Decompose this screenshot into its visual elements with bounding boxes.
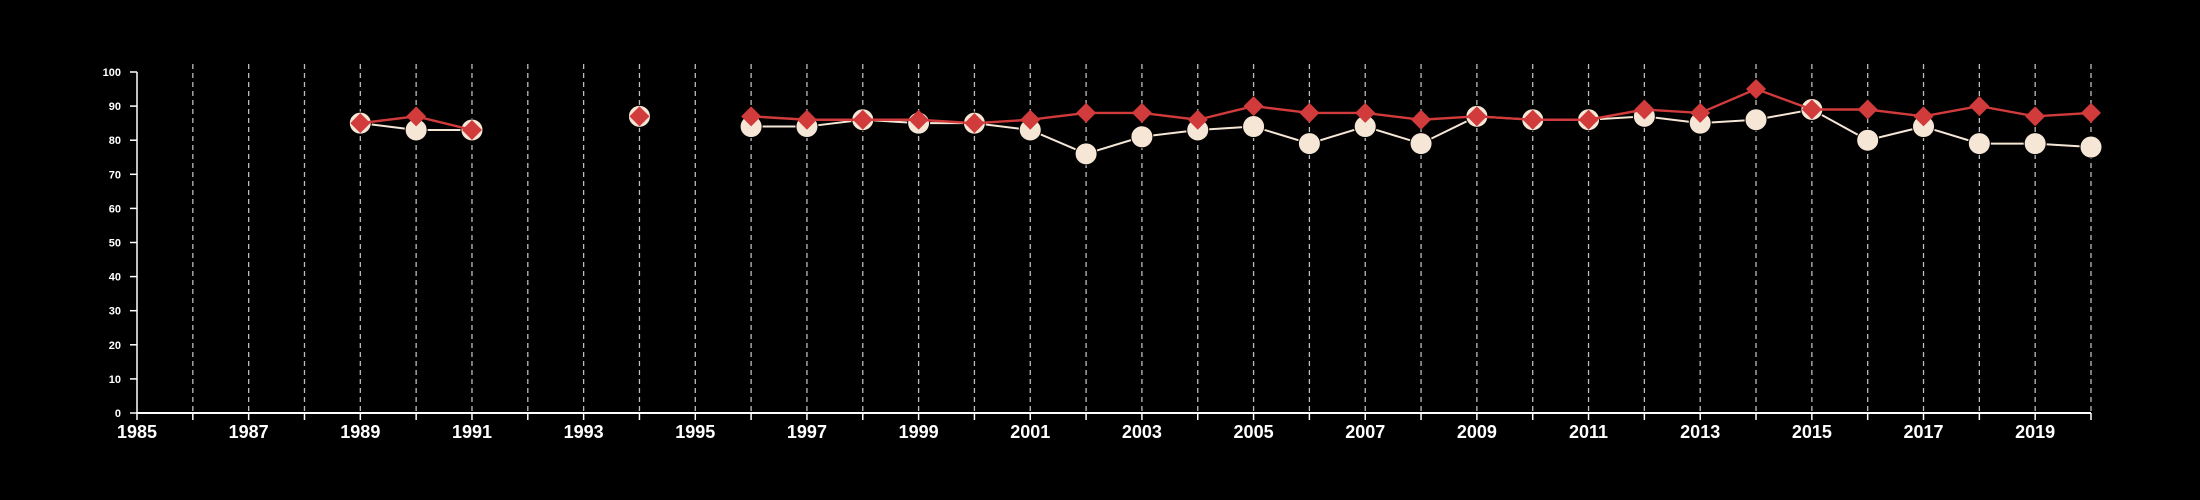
series-2-point-1990 [406, 106, 427, 127]
x-tick-label-2007: 2007 [1345, 422, 1385, 442]
series-1-point-2018 [1967, 132, 1991, 156]
x-tick-label-2019: 2019 [2015, 422, 2055, 442]
series-2-point-2011 [1578, 109, 1599, 130]
x-tick-label-1993: 1993 [564, 422, 604, 442]
series-2-point-2020 [2081, 102, 2101, 123]
y-tick-label-10: 10 [109, 374, 121, 386]
series-2-point-2002 [1076, 102, 1097, 123]
series-2-point-2016 [1857, 99, 1878, 120]
y-tick-label-70: 70 [109, 169, 121, 181]
series-2-point-1996 [741, 106, 762, 127]
series-1-point-2005 [1242, 115, 1266, 139]
axes: 0 10 20 30 40 50 60 70 80 90 100 1985 1987 1989 1991 19… [103, 67, 2092, 442]
series-1-point-2008 [1409, 132, 1433, 156]
y-tick-label-90: 90 [109, 101, 121, 113]
x-tick-label-2003: 2003 [1122, 422, 1162, 442]
y-tick-label-30: 30 [109, 306, 121, 318]
y-tick-label-20: 20 [109, 340, 121, 352]
series-1-point-2003 [1130, 125, 1154, 149]
series-2-point-2001 [1020, 109, 1041, 130]
series-2-point-2007 [1355, 102, 1376, 123]
x-tick-label-1999: 1999 [899, 422, 939, 442]
data-series [348, 79, 2103, 166]
series-2 [350, 79, 2101, 140]
series-2-point-1989 [350, 113, 371, 134]
x-tick-label-2017: 2017 [1903, 422, 1943, 442]
series-2-point-2015 [1801, 99, 1822, 120]
y-tick-label-60: 60 [109, 203, 121, 215]
series-1-point-2006 [1297, 132, 1321, 156]
series-2-point-2008 [1411, 109, 1432, 130]
series-2-point-1991 [461, 119, 482, 140]
series-2-point-2018 [1969, 96, 1990, 117]
series-2-point-2000 [964, 113, 985, 134]
series-2-point-2009 [1466, 106, 1487, 127]
series-1-point-2002 [1074, 142, 1098, 166]
series-2-point-2010 [1522, 109, 1543, 130]
x-tick-label-2011: 2011 [1569, 422, 1608, 442]
series-2-point-2012 [1634, 99, 1655, 120]
series-1-point-2020 [2079, 135, 2103, 159]
y-tick-label-100: 100 [103, 67, 121, 79]
x-tick-label-1987: 1987 [229, 422, 269, 442]
x-tick-label-2013: 2013 [1680, 422, 1720, 442]
series-2-point-2013 [1690, 102, 1711, 123]
series-2-point-1997 [796, 109, 817, 130]
x-tick-label-2015: 2015 [1792, 422, 1832, 442]
y-tick-label-0: 0 [115, 408, 121, 420]
series-2-point-1999 [908, 109, 929, 130]
series-2-point-2003 [1131, 102, 1152, 123]
x-tick-label-1989: 1989 [340, 422, 380, 442]
y-tick-label-50: 50 [109, 238, 121, 250]
x-tick-label-1991: 1991 [452, 422, 492, 442]
series-1-point-2019 [2023, 132, 2047, 156]
x-tick-label-1997: 1997 [787, 422, 827, 442]
series-2-point-2005 [1243, 96, 1264, 117]
series-2-point-2017 [1913, 106, 1934, 127]
x-tick-label-2009: 2009 [1457, 422, 1497, 442]
series-1-point-2014 [1744, 108, 1768, 132]
series-2-point-2019 [2025, 106, 2046, 127]
y-tick-label-80: 80 [109, 135, 121, 147]
y-tick-label-40: 40 [109, 272, 121, 284]
series-2-point-2006 [1299, 102, 1320, 123]
x-tick-label-2005: 2005 [1234, 422, 1274, 442]
series-2-point-1998 [852, 109, 873, 130]
x-tick-label-1985: 1985 [117, 422, 157, 442]
x-tick-label-2001: 2001 [1010, 422, 1050, 442]
series-2-point-2014 [1746, 79, 1767, 100]
x-tick-label-1995: 1995 [675, 422, 715, 442]
series-2-point-2004 [1187, 109, 1208, 130]
series-1-point-2016 [1856, 128, 1880, 152]
series-2-point-1994 [629, 106, 650, 127]
